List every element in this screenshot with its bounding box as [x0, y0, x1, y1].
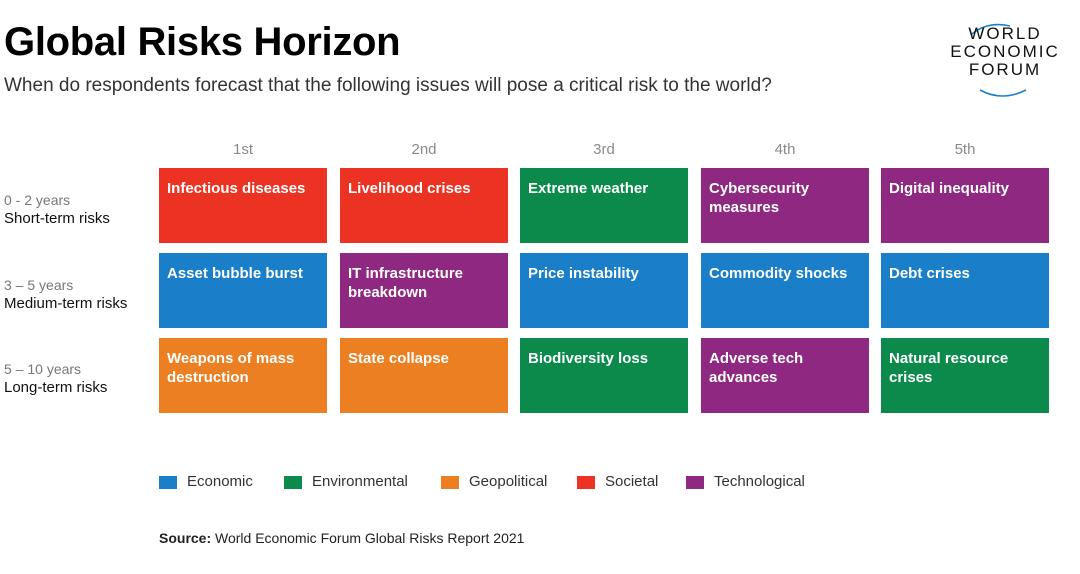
logo-arc-icon — [971, 23, 1027, 97]
logo-line-3: FORUM — [968, 60, 1042, 79]
row-name: Medium-term risks — [4, 295, 128, 312]
logo-line-2: ECONOMIC — [950, 42, 1060, 61]
legend-label: Societal — [605, 473, 659, 490]
legend-swatch — [159, 476, 177, 489]
risk-cell: Biodiversity loss — [520, 338, 688, 413]
risk-cell: Adverse tech advances — [701, 338, 869, 413]
row-label-2: 3 – 5 years Medium-term risks — [4, 276, 127, 313]
logo-line-1: WORLD — [968, 24, 1042, 43]
legend-swatch — [284, 476, 302, 489]
risk-cell: Livelihood crises — [340, 168, 508, 243]
wef-logo: WORLD ECONOMIC FORUM — [940, 22, 1070, 98]
column-header-1: 1st — [232, 141, 253, 158]
column-header-3: 3rd — [593, 141, 615, 158]
row-years: 0 - 2 years — [4, 192, 71, 208]
legend-label: Technological — [714, 473, 805, 490]
risk-cell: Weapons of mass destruction — [159, 338, 327, 413]
row-label-1: 0 - 2 years Short-term risks — [4, 191, 110, 228]
risk-cell: Cybersecurity measures — [701, 168, 869, 243]
row-name: Short-term risks — [4, 210, 110, 227]
risk-cell: Natural resource crises — [881, 338, 1049, 413]
chart-subtitle: When do respondents forecast that the fo… — [4, 75, 772, 96]
source-text: World Economic Forum Global Risks Report… — [211, 530, 525, 546]
chart-title: Global Risks Horizon — [4, 20, 401, 64]
column-header-5: 5th — [954, 141, 976, 158]
risk-cell: Debt crises — [881, 253, 1049, 328]
column-header-4: 4th — [774, 141, 796, 158]
legend-label: Environmental — [312, 473, 408, 490]
legend-swatch — [686, 476, 704, 489]
risk-cell: Asset bubble burst — [159, 253, 327, 328]
risk-cell: Commodity shocks — [701, 253, 869, 328]
risk-cell: Digital inequality — [881, 168, 1049, 243]
risk-cell: State collapse — [340, 338, 508, 413]
risk-cell: IT infrastructure breakdown — [340, 253, 508, 328]
legend-swatch — [441, 476, 459, 489]
legend-label: Economic — [187, 473, 253, 490]
legend-swatch — [577, 476, 595, 489]
risk-cell: Extreme weather — [520, 168, 688, 243]
row-name: Long-term risks — [4, 379, 108, 396]
row-years: 3 – 5 years — [4, 277, 74, 293]
row-years: 5 – 10 years — [4, 361, 82, 377]
legend-label: Geopolitical — [469, 473, 548, 490]
source-note: Source: World Economic Forum Global Risk… — [159, 530, 524, 546]
risk-cell: Price instability — [520, 253, 688, 328]
risk-cell: Infectious diseases — [159, 168, 327, 243]
column-header-2: 2nd — [411, 141, 437, 158]
row-label-3: 5 – 10 years Long-term risks — [4, 360, 107, 397]
source-label: Source: — [159, 530, 212, 546]
